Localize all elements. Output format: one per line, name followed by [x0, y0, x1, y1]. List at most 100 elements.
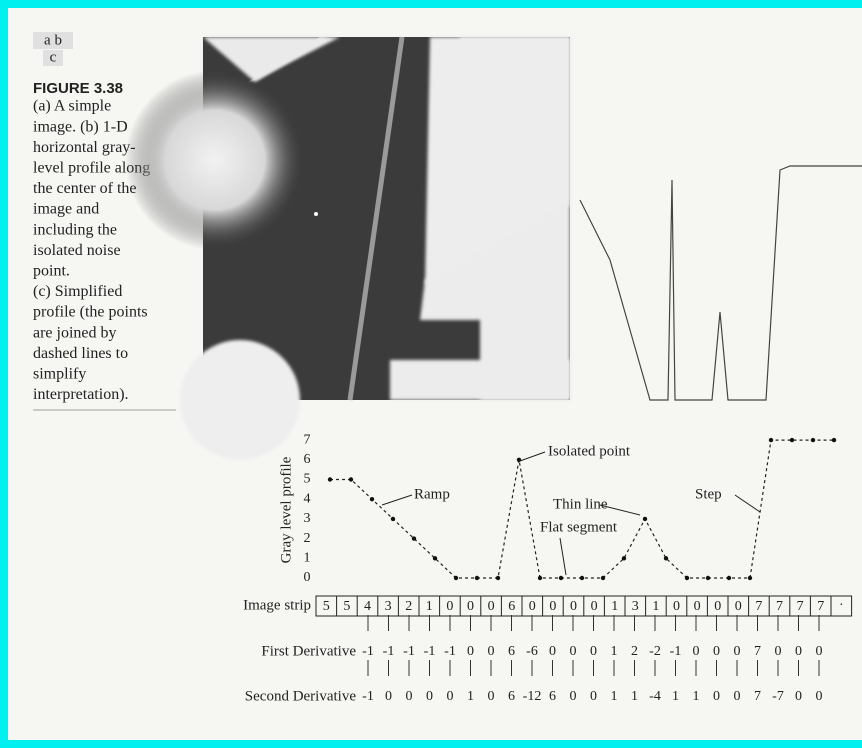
annotation: Thin line [553, 496, 608, 512]
caption-line: dashed lines to [33, 345, 128, 362]
derivative-value: 1 [467, 689, 474, 704]
derivative-value: 1 [611, 644, 618, 659]
caption-line: including the [33, 221, 117, 238]
derivative-value: 6 [508, 689, 515, 704]
derivative-value: -6 [526, 644, 538, 659]
derivative-value: -1 [403, 644, 415, 659]
derivative-value: 0 [734, 644, 741, 659]
derivative-value: -1 [362, 644, 374, 659]
y-tick-label: 3 [304, 511, 311, 526]
page-canvas: a b c FIGURE 3.38 (a) A simpleimage. (b)… [0, 0, 862, 748]
y-tick-label: 1 [304, 551, 311, 566]
derivative-value: 0 [816, 644, 823, 659]
derivative-value: 6 [549, 689, 556, 704]
caption-line: image. (b) 1-D [33, 118, 128, 135]
derivative-value: 0 [693, 644, 700, 659]
profile-point [769, 438, 773, 442]
strip-value: 0 [673, 599, 680, 614]
strip-value: 0 [694, 599, 701, 614]
derivative-value: 1 [611, 689, 618, 704]
panel-labels: c [50, 49, 57, 65]
derivative-value: 1 [631, 689, 638, 704]
derivative-value: 0 [734, 689, 741, 704]
profile-point [664, 556, 668, 560]
strip-value: 0 [570, 599, 577, 614]
profile-point [538, 576, 542, 580]
derivative-value: 0 [816, 689, 823, 704]
y-tick-label: 5 [304, 472, 311, 487]
derivative-value: 0 [488, 644, 495, 659]
profile-point [349, 477, 353, 481]
profile-point [328, 477, 332, 481]
profile-point [748, 576, 752, 580]
caption-line: isolated noise [33, 242, 121, 259]
panel-labels: a b [44, 32, 62, 48]
strip-label: Image strip [243, 597, 311, 613]
caption-line: image and [33, 201, 99, 218]
strip-value: 0 [529, 599, 536, 614]
profile-point [475, 576, 479, 580]
derivative-value: 7 [754, 644, 761, 659]
derivative-value: -1 [383, 644, 395, 659]
profile-point [517, 458, 521, 462]
caption-line: (a) A simple [33, 98, 111, 115]
y-tick-label: 4 [304, 491, 311, 506]
strip-value: 0 [467, 599, 474, 614]
page: { "panel_labels": {"top": "a b", "bottom… [0, 0, 862, 748]
caption-line: interpretation). [33, 386, 129, 403]
derivative-value: 0 [713, 644, 720, 659]
profile-point [643, 517, 647, 521]
y-tick-label: 0 [304, 570, 311, 585]
strip-value: 7 [776, 599, 783, 614]
derivative-value: 7 [754, 689, 761, 704]
strip-value: 1 [426, 599, 433, 614]
strip-value: 7 [797, 599, 804, 614]
profile-point [391, 517, 395, 521]
derivative-value: 0 [467, 644, 474, 659]
strip-value: 5 [323, 599, 330, 614]
y-tick-label: 7 [304, 432, 311, 447]
strip-value: 7 [817, 599, 824, 614]
derivative-value: 0 [713, 689, 720, 704]
profile-point [727, 576, 731, 580]
profile-point [832, 438, 836, 442]
strip-value: 0 [714, 599, 721, 614]
profile-point [811, 438, 815, 442]
profile-point [601, 576, 605, 580]
profile-point [685, 576, 689, 580]
strip-value: 6 [508, 599, 515, 614]
caption-line: horizontal gray- [33, 139, 136, 156]
profile-point [433, 556, 437, 560]
caption-line: simplify [33, 365, 86, 382]
derivative-value: 1 [693, 689, 700, 704]
caption-line: (c) Simplified [33, 283, 122, 300]
derivative-value: 0 [549, 644, 556, 659]
profile-point [412, 536, 416, 540]
derivative-value: 0 [590, 644, 597, 659]
derivative-value: 0 [570, 689, 577, 704]
derivative-value: 0 [385, 689, 392, 704]
strip-value: 1 [652, 599, 659, 614]
derivative-value: 0 [775, 644, 782, 659]
y-tick-label: 2 [304, 531, 311, 546]
profile-point [622, 556, 626, 560]
derivative-value: -12 [523, 689, 542, 704]
profile-point [790, 438, 794, 442]
derivative-value: 2 [631, 644, 638, 659]
annotation: Isolated point [548, 443, 631, 459]
strip-value: 4 [364, 599, 371, 614]
derivative-value: 0 [795, 644, 802, 659]
profile-point [496, 576, 500, 580]
derivative-value: -1 [670, 644, 682, 659]
caption-line: profile (the points [33, 304, 148, 321]
strip-value: 3 [632, 599, 639, 614]
strip-value: 2 [405, 599, 412, 614]
y-axis-label: Gray level profile [278, 456, 294, 563]
strip-value: 7 [755, 599, 762, 614]
derivative-value: -1 [424, 644, 436, 659]
derivative-value: 0 [426, 689, 433, 704]
derivative-value: 1 [672, 689, 679, 704]
derivative-value: 0 [488, 689, 495, 704]
derivative-value: -1 [444, 644, 456, 659]
derivative-value: 0 [590, 689, 597, 704]
